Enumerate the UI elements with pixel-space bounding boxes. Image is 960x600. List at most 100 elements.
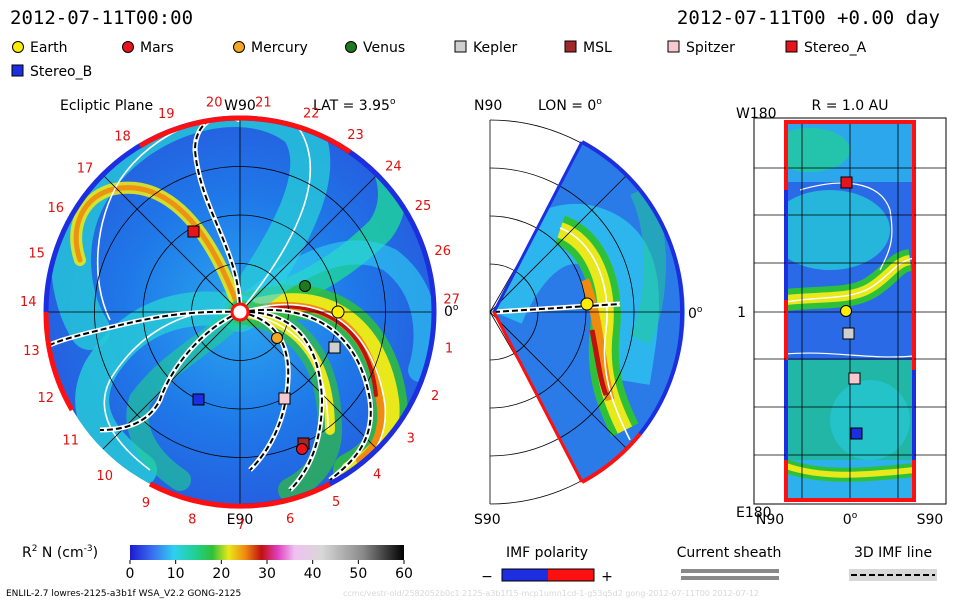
ecliptic-bottom-label: E90 bbox=[227, 512, 254, 528]
legend-item-earth: Earth bbox=[12, 40, 68, 56]
meridional-title: LON = 0o bbox=[538, 97, 602, 114]
carrington-label: 16 bbox=[48, 201, 65, 216]
legend-marker bbox=[667, 40, 680, 53]
colorbar-label: R2 N (cm-3) bbox=[22, 544, 98, 561]
legend-marker bbox=[122, 41, 134, 53]
date-left: 2012-07-11T00:00 bbox=[10, 7, 193, 29]
kepler-marker bbox=[328, 341, 341, 354]
date-right: 2012-07-11T00 +0.00 day bbox=[677, 7, 940, 29]
stereo-b-marker bbox=[192, 393, 205, 406]
carrington-label: 21 bbox=[255, 95, 272, 110]
carrington-label: 5 bbox=[332, 495, 340, 510]
carrington-label: 9 bbox=[142, 496, 150, 511]
ecliptic-right-label: 0o bbox=[444, 303, 459, 320]
legend-label: Kepler bbox=[473, 40, 517, 56]
legend-item-msl: MSL bbox=[564, 40, 612, 56]
carrington-labels: 20 21222324252627123456789101112131415161… bbox=[20, 95, 460, 533]
au-earth-marker bbox=[840, 305, 852, 317]
legend-marker bbox=[454, 40, 467, 53]
footer-watermark: ccmc/vestr-old/2582052b0c1 2125-a3b1f15-… bbox=[343, 589, 759, 598]
carrington-label: 20 bbox=[206, 96, 223, 111]
colorbar-ticks: 0 10 20 30 40 50 60 bbox=[126, 560, 413, 582]
carrington-label: 23 bbox=[347, 128, 364, 143]
meridional-bottom-label: S90 bbox=[474, 512, 501, 528]
current-sheath-line-2 bbox=[681, 576, 779, 580]
legend-marker bbox=[785, 40, 798, 53]
au-map-panel: R = 1.0 AU W180 E180 1 N90 0o S90 bbox=[736, 98, 947, 528]
legend-marker bbox=[12, 41, 24, 53]
carrington-label: 7 bbox=[237, 518, 245, 533]
carrington-label: 11 bbox=[62, 434, 79, 449]
footer-model: ENLIL-2.7 lowres-2125-a3b1f WSA_V2.2 GON… bbox=[6, 589, 241, 599]
earth-marker bbox=[331, 305, 345, 319]
carrington-label: 24 bbox=[385, 160, 402, 175]
stereo-a-marker bbox=[187, 225, 200, 238]
colorbar-tick-label: 0 bbox=[126, 566, 135, 582]
colorbar-gradient bbox=[130, 545, 404, 560]
au-bottom-left-label: E180 bbox=[736, 505, 772, 521]
au-top-left-label: W180 bbox=[736, 106, 777, 122]
carrington-label: 3 bbox=[407, 432, 415, 447]
au-stereo-a-marker bbox=[840, 176, 853, 189]
legend-label: Stereo_B bbox=[30, 64, 92, 80]
au-spitzer-marker bbox=[848, 372, 861, 385]
au-stereo-b-marker bbox=[850, 427, 863, 440]
current-sheath-line-1 bbox=[681, 569, 779, 573]
ecliptic-title: Ecliptic Plane bbox=[60, 98, 153, 114]
colorbar: R2 N (cm-3) 0 10 20 30 40 50 60 bbox=[22, 544, 413, 582]
imf-line-title: 3D IMF line bbox=[854, 545, 932, 561]
ecliptic-bodies bbox=[187, 225, 345, 455]
meridional-panel: N90 LON = 0o S90 0o bbox=[474, 97, 703, 528]
spitzer-marker bbox=[278, 392, 291, 405]
legend: Earth Mars Mercury Venus Kepler MSL Spitzer Ste… bbox=[11, 40, 867, 80]
carrington-label: 15 bbox=[28, 246, 45, 261]
legend-label: MSL bbox=[583, 40, 612, 56]
ecliptic-panel: Ecliptic Plane LAT = 3.95o W90 E90 0o bbox=[20, 95, 460, 533]
carrington-label: 26 bbox=[434, 244, 451, 259]
legend-item-spitzer: Spitzer bbox=[667, 40, 735, 56]
carrington-label: 12 bbox=[38, 391, 55, 406]
colorbar-tick-label: 20 bbox=[212, 566, 230, 582]
legend-marker bbox=[345, 41, 357, 53]
carrington-label: 13 bbox=[23, 344, 40, 359]
colorbar-tick-label: 60 bbox=[395, 566, 413, 582]
colorbar-tick-label: 30 bbox=[258, 566, 276, 582]
mars-marker bbox=[296, 443, 308, 455]
colorbar-tick-label: 50 bbox=[349, 566, 367, 582]
imf-positive-swatch bbox=[548, 569, 594, 581]
legend-marker bbox=[233, 41, 245, 53]
mercury-marker bbox=[271, 332, 283, 344]
ecliptic-lat: LAT = 3.95o bbox=[313, 97, 396, 114]
ecliptic-top-label: W90 bbox=[224, 98, 256, 114]
legend-item-venus: Venus bbox=[345, 40, 405, 56]
imf-negative-swatch bbox=[502, 569, 548, 581]
imf-minus: − bbox=[481, 569, 493, 585]
carrington-label: 14 bbox=[20, 295, 37, 310]
legend-item-stereo-b: Stereo_B bbox=[11, 64, 92, 80]
legend-item-mars: Mars bbox=[122, 40, 174, 56]
legend-marker bbox=[11, 64, 24, 77]
carrington-label: 17 bbox=[77, 161, 94, 176]
legend-label: Earth bbox=[30, 40, 68, 56]
imf-line-legend: 3D IMF line bbox=[849, 545, 937, 581]
carrington-label: 1 bbox=[445, 342, 453, 357]
au-title: R = 1.0 AU bbox=[812, 98, 889, 114]
carrington-label: 6 bbox=[286, 512, 294, 527]
carrington-label: 18 bbox=[114, 130, 131, 145]
carrington-label: 4 bbox=[373, 468, 381, 483]
legend-marker bbox=[564, 40, 577, 53]
legend-label: Mars bbox=[140, 40, 174, 56]
meridional-earth-marker bbox=[580, 297, 594, 311]
carrington-label: 10 bbox=[96, 469, 113, 484]
imf-plus: + bbox=[601, 569, 613, 585]
carrington-label: 2 bbox=[431, 389, 439, 404]
meridional-top-label: N90 bbox=[474, 98, 502, 114]
current-sheath-title: Current sheath bbox=[677, 545, 782, 561]
colorbar-tick-label: 10 bbox=[167, 566, 185, 582]
au-bottom-n90: N90 bbox=[756, 512, 784, 528]
au-bottom-s90: S90 bbox=[917, 512, 944, 528]
legend-item-mercury: Mercury bbox=[233, 40, 308, 56]
legend-label: Venus bbox=[363, 40, 405, 56]
colorbar-tick-label: 40 bbox=[304, 566, 322, 582]
